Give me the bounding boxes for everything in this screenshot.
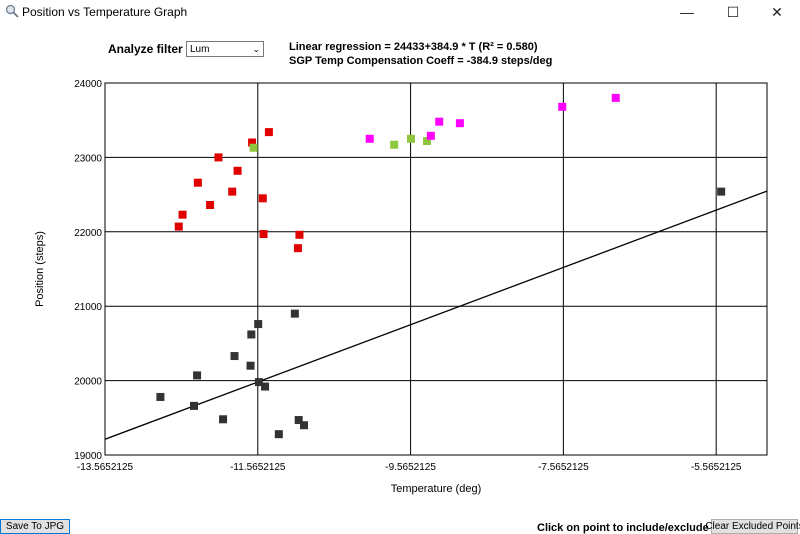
data-point[interactable]	[717, 187, 726, 196]
title-bar: Position vs Temperature Graph — ☐ ✕	[0, 0, 800, 24]
x-tick-label: -9.5652125	[385, 462, 436, 473]
data-point[interactable]	[228, 187, 237, 196]
x-tick-label: -7.5652125	[538, 462, 589, 473]
data-point[interactable]	[435, 117, 444, 126]
close-button[interactable]: ✕	[771, 3, 783, 20]
data-point[interactable]	[254, 320, 263, 329]
data-point[interactable]	[193, 178, 202, 187]
data-point[interactable]	[178, 210, 187, 219]
regression-line	[104, 190, 768, 440]
data-point[interactable]	[406, 134, 415, 143]
data-points	[156, 93, 726, 439]
data-point[interactable]	[300, 421, 309, 430]
y-tick-label: 22000	[74, 228, 102, 239]
filter-selected-value: Lum	[190, 44, 210, 55]
x-tick-label: -11.5652125	[230, 462, 286, 473]
filter-dropdown[interactable]: Lum ⌄	[186, 41, 264, 57]
data-point[interactable]	[455, 119, 464, 128]
tick-labels: -13.5652125 -11.5652125 -9.5652125 -7.56521…	[74, 79, 742, 473]
data-point[interactable]	[293, 244, 302, 253]
y-axis-label: Position (steps)	[34, 231, 46, 307]
clear-excluded-button[interactable]: Clear Excluded Points	[705, 519, 800, 534]
data-point[interactable]	[249, 143, 258, 152]
data-point[interactable]	[365, 134, 374, 143]
data-point[interactable]	[423, 137, 432, 146]
data-point[interactable]	[558, 102, 567, 111]
data-point[interactable]	[258, 194, 267, 203]
hint-text: Click on point to include/exclude it	[537, 522, 719, 534]
maximize-button[interactable]: ☐	[726, 3, 740, 20]
window-title: Position vs Temperature Graph	[22, 5, 188, 19]
regression-line-group	[104, 190, 768, 440]
data-point[interactable]	[254, 378, 263, 387]
y-tick-label: 20000	[74, 377, 102, 388]
chevron-down-icon: ⌄	[252, 44, 260, 54]
data-point[interactable]	[246, 361, 255, 370]
data-point[interactable]	[259, 230, 268, 239]
magnifier-icon	[5, 4, 19, 18]
data-point[interactable]	[611, 93, 620, 102]
y-tick-label: 24000	[74, 79, 102, 90]
save-to-jpg-button[interactable]: Save To JPG	[0, 519, 70, 534]
data-point[interactable]	[390, 140, 399, 149]
x-tick-label: -13.5652125	[77, 462, 134, 473]
data-point[interactable]	[233, 166, 242, 175]
filter-label: Analyze filter	[108, 42, 183, 56]
data-point[interactable]	[248, 138, 257, 147]
data-point[interactable]	[261, 382, 270, 391]
regression-text: Linear regression = 24433+384.9 * T (R² …	[289, 41, 538, 53]
data-point[interactable]	[294, 416, 303, 425]
data-point[interactable]	[264, 128, 273, 137]
y-tick-label: 19000	[74, 451, 102, 462]
grid	[105, 83, 767, 455]
coefficient-text: SGP Temp Compensation Coeff = -384.9 ste…	[289, 55, 553, 67]
data-point[interactable]	[193, 371, 202, 380]
data-point[interactable]	[206, 201, 215, 210]
data-point[interactable]	[290, 309, 299, 318]
data-point[interactable]	[156, 392, 165, 401]
x-tick-label: -5.5652125	[691, 462, 742, 473]
plot-frame	[104, 82, 768, 456]
data-point[interactable]	[230, 352, 239, 361]
y-tick-label: 23000	[74, 153, 102, 164]
y-tick-label: 21000	[74, 302, 102, 313]
x-axis-label: Temperature (deg)	[391, 483, 482, 495]
data-point[interactable]	[426, 131, 435, 140]
data-point[interactable]	[174, 222, 183, 231]
data-point[interactable]	[219, 415, 228, 424]
data-point[interactable]	[295, 230, 304, 239]
data-point[interactable]	[247, 330, 256, 339]
data-point[interactable]	[274, 430, 283, 439]
data-point[interactable]	[214, 153, 223, 162]
minimize-button[interactable]: —	[680, 4, 694, 20]
data-point[interactable]	[190, 401, 199, 410]
